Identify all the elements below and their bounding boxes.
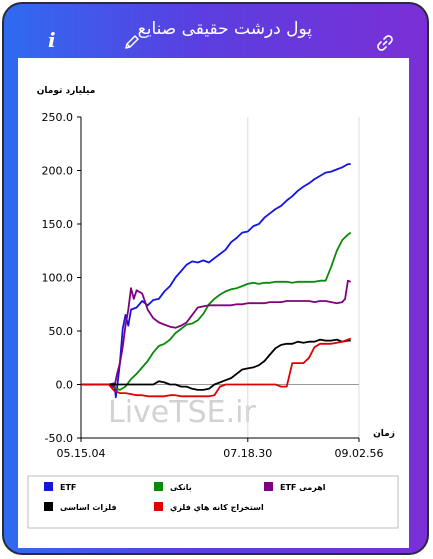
title-bar: i پول درشت حقیقی صنایع <box>4 4 427 56</box>
series-line-3 <box>81 338 351 391</box>
legend-label: بانکی <box>170 483 192 492</box>
watermark: LiveTSE.ir <box>108 395 256 430</box>
x-axis-label: زمان <box>373 429 395 439</box>
series-line-1 <box>81 231 352 391</box>
legend-swatch <box>154 502 163 511</box>
legend-box <box>27 475 399 529</box>
y-tick-label: 250.0 <box>42 111 74 124</box>
legend-swatch <box>44 502 53 511</box>
line-chart: ميليارد تومان زمان LiveTSE.ir -50.0 0.0 50… <box>27 86 399 529</box>
y-tick-label: -50.0 <box>45 432 73 445</box>
y-tick-label: 200.0 <box>42 165 74 178</box>
legend-swatch <box>44 482 53 491</box>
legend-swatch <box>264 482 273 491</box>
info-icon[interactable]: i <box>48 28 56 52</box>
legend: ETF بانکی ETF اهرمی فلزات اساسی استخراج کانه… <box>27 475 399 529</box>
page-title: پول درشت حقیقی صنایع <box>137 19 312 39</box>
axes: -50.0 0.0 50.0 100.0 150.0 200.0 250.0 05.15.04… <box>42 111 384 460</box>
window-frame: i پول درشت حقیقی صنایع ميليارد تومان زما… <box>2 2 429 555</box>
series-line-0 <box>81 163 351 399</box>
y-tick-label: 50.0 <box>49 325 74 338</box>
legend-label: ETF اهرمی <box>280 483 326 492</box>
pencil-icon[interactable] <box>124 34 140 50</box>
legend-label: ETF <box>60 483 76 492</box>
series-line-2 <box>81 279 352 388</box>
legend-swatch <box>154 482 163 491</box>
x-tick-label: 05.15.04 <box>57 447 106 460</box>
y-tick-label: 150.0 <box>42 218 74 231</box>
chart-panel: ميليارد تومان زمان LiveTSE.ir -50.0 0.0 50… <box>18 58 409 548</box>
grid <box>80 117 360 438</box>
series-lines <box>81 163 352 399</box>
y-axis-label: ميليارد تومان <box>37 86 96 96</box>
y-tick-label: 100.0 <box>42 272 74 285</box>
legend-label: فلزات اساسی <box>60 503 117 512</box>
legend-label: استخراج کانه هاي فلزي <box>170 503 264 512</box>
series-line-4 <box>81 337 352 398</box>
y-tick-label: 0.0 <box>56 379 74 392</box>
x-tick-label: 07.18.30 <box>223 447 272 460</box>
x-tick-label: 09.02.56 <box>335 447 384 460</box>
link-icon[interactable] <box>375 33 395 53</box>
